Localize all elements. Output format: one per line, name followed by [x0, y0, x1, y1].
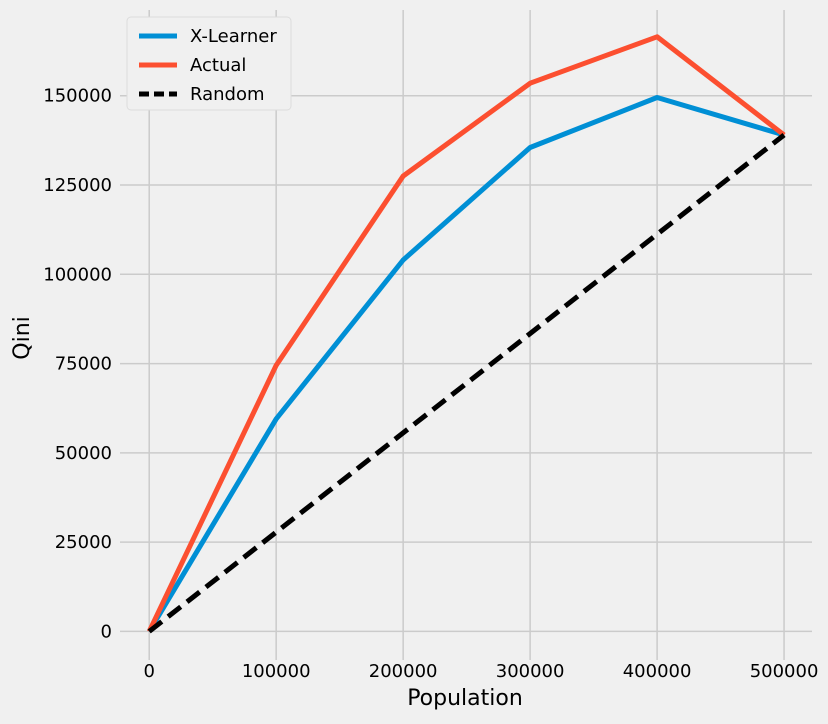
y-tick-label: 50000 — [55, 443, 112, 464]
x-tick-label: 100000 — [242, 661, 311, 682]
y-tick-label: 75000 — [55, 354, 112, 375]
legend-box — [126, 16, 292, 111]
legend-label-actual: Actual — [190, 55, 246, 76]
y-tick-label: 150000 — [43, 86, 112, 107]
y-axis-label: Qini — [10, 316, 35, 359]
legend-label-random: Random — [190, 84, 265, 105]
y-tick-label: 100000 — [43, 264, 112, 285]
legend: X-Learner Actual Random — [126, 16, 292, 111]
series-layer — [146, 34, 786, 634]
x-axis-label: Population — [407, 686, 523, 711]
x-tick-label: 500000 — [750, 661, 819, 682]
y-tick-label: 0 — [101, 621, 112, 642]
grid-layer — [120, 10, 812, 660]
y-tick-label: 125000 — [43, 175, 112, 196]
x-tick-label: 300000 — [496, 661, 565, 682]
x-tick-label: 200000 — [369, 661, 438, 682]
x-tick-label: 400000 — [623, 661, 692, 682]
legend-label-x-learner: X-Learner — [190, 26, 277, 47]
tick-layer: 0 100000 200000 300000 400000 500000 0 25000 500… — [43, 86, 818, 682]
series-line-x-learner — [147, 95, 785, 633]
series-line-actual — [146, 34, 786, 633]
series-line-random — [147, 133, 786, 634]
x-tick-label: 0 — [143, 661, 154, 682]
y-tick-label: 25000 — [55, 532, 112, 553]
